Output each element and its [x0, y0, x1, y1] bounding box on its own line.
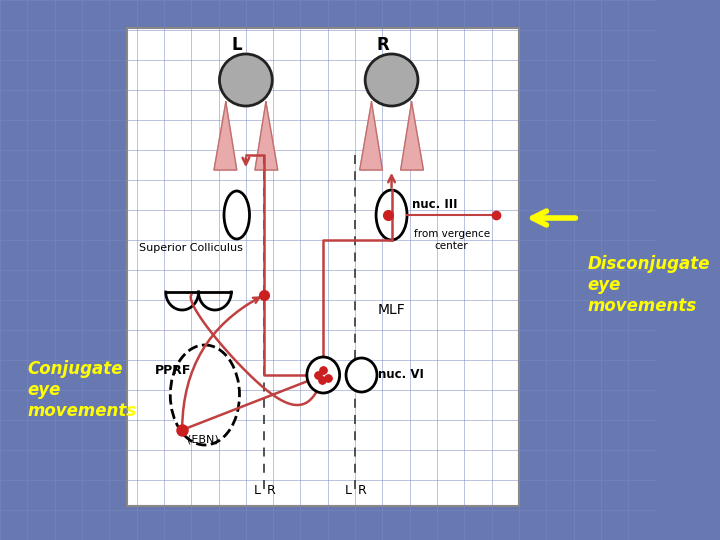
- Text: from vergence
center: from vergence center: [413, 229, 490, 251]
- Ellipse shape: [365, 54, 418, 106]
- Text: R: R: [267, 483, 276, 496]
- Polygon shape: [255, 102, 278, 170]
- Text: R: R: [358, 483, 366, 496]
- Ellipse shape: [307, 357, 340, 393]
- Ellipse shape: [171, 345, 240, 445]
- Text: L: L: [344, 483, 351, 496]
- Ellipse shape: [224, 191, 250, 239]
- Text: Conjugate
eye
movements: Conjugate eye movements: [27, 360, 137, 420]
- Ellipse shape: [346, 358, 377, 392]
- Text: (EBN): (EBN): [186, 434, 218, 444]
- Text: Disconjugate
eye
movements: Disconjugate eye movements: [588, 255, 710, 315]
- Text: Superior Colliculus: Superior Colliculus: [139, 243, 243, 253]
- Polygon shape: [214, 102, 237, 170]
- Ellipse shape: [220, 54, 272, 106]
- Text: PPRF: PPRF: [155, 363, 192, 376]
- Ellipse shape: [376, 190, 407, 240]
- Polygon shape: [400, 102, 423, 170]
- Text: L: L: [253, 483, 261, 496]
- Text: R: R: [376, 36, 389, 54]
- Text: MLF: MLF: [378, 303, 405, 317]
- Bar: [127, 28, 519, 506]
- Text: L: L: [231, 36, 242, 54]
- Polygon shape: [360, 102, 382, 170]
- Text: nuc. VI: nuc. VI: [378, 368, 424, 381]
- Text: nuc. III: nuc. III: [412, 199, 457, 212]
